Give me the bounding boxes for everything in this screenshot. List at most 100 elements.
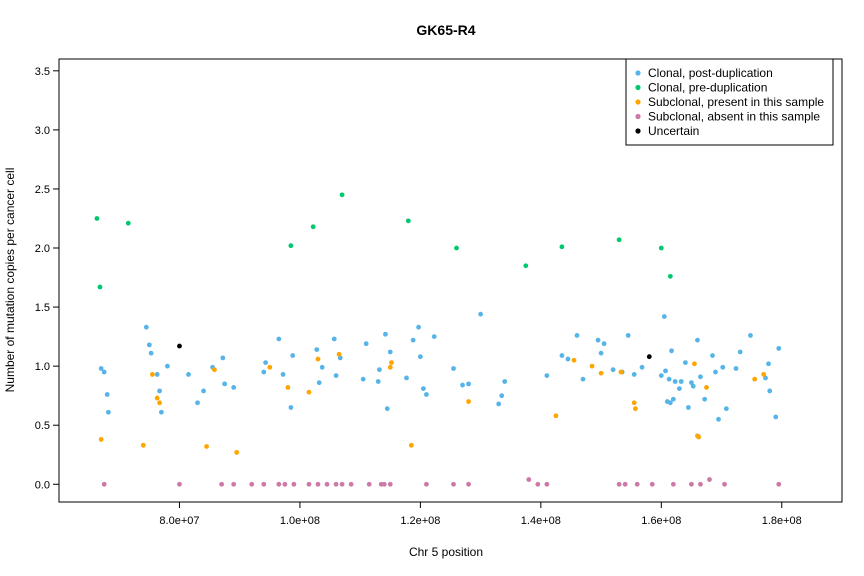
data-point: [704, 385, 709, 390]
data-point: [158, 409, 164, 415]
data-point: [220, 355, 226, 361]
data-point: [737, 349, 743, 355]
data-point: [601, 341, 607, 347]
legend-marker: [635, 84, 641, 91]
data-point: [366, 481, 372, 487]
data-point: [702, 396, 708, 402]
data-point: [713, 369, 718, 375]
data-point: [276, 336, 282, 342]
data-point: [424, 392, 429, 397]
y-tick-label: 2.5: [35, 184, 50, 196]
x-tick-label: 1.2e+08: [400, 515, 440, 527]
data-point: [766, 361, 771, 367]
data-point: [698, 374, 703, 380]
data-point: [261, 481, 267, 487]
data-point: [776, 346, 782, 351]
data-point: [389, 360, 394, 366]
x-tick-label: 1.6e+08: [641, 515, 681, 527]
data-point: [622, 481, 628, 487]
chart-title: GK65-R4: [416, 22, 475, 38]
data-point: [204, 444, 209, 449]
data-point: [776, 481, 782, 487]
data-point: [683, 360, 688, 366]
data-point: [249, 481, 255, 487]
data-point: [267, 364, 273, 370]
data-point: [333, 373, 339, 378]
legend-box: [625, 58, 834, 146]
legend-label: Subclonal, present in this sample: [648, 95, 824, 109]
data-point: [410, 337, 416, 343]
data-point: [658, 373, 664, 378]
y-tick-label: 1.5: [35, 302, 50, 314]
data-point: [276, 481, 282, 487]
data-point: [291, 481, 297, 487]
y-axis: 0.0 0.5 1.0 1.5 2.0 2.5 3.0 3.5: [35, 66, 59, 491]
data-point: [710, 353, 715, 358]
y-tick-label: 0.0: [35, 479, 50, 491]
x-axis: 8.0e+07 1.0e+08 1.2e+08 1.4e+08 1.6e+08 1.8e+…: [159, 502, 802, 527]
data-point: [316, 380, 322, 386]
data-point: [598, 370, 604, 376]
data-point: [695, 337, 700, 343]
data-point: [348, 481, 354, 487]
data-point: [431, 334, 437, 340]
data-point: [339, 192, 345, 198]
data-point: [658, 245, 664, 251]
data-point: [143, 324, 149, 330]
data-point: [696, 434, 702, 440]
data-point: [502, 379, 508, 384]
y-tick-label: 0.5: [35, 420, 50, 432]
y-tick-label: 2.0: [35, 243, 50, 255]
data-point: [263, 360, 268, 366]
data-point: [598, 350, 604, 356]
data-point: [157, 388, 162, 394]
data-point: [101, 481, 107, 487]
data-point: [381, 481, 387, 487]
data-point: [306, 481, 312, 487]
data-point: [692, 361, 697, 367]
legend-label: Clonal, post-duplication: [648, 66, 773, 80]
data-point: [761, 372, 767, 377]
data-point: [384, 406, 390, 412]
data-point: [689, 481, 694, 487]
data-point: [544, 373, 550, 378]
data-point: [661, 314, 667, 319]
data-point: [310, 224, 316, 230]
data-point: [417, 354, 423, 360]
data-point: [165, 363, 170, 369]
data-point: [773, 414, 779, 420]
data-point: [686, 405, 691, 410]
data-point: [146, 342, 152, 348]
data-point: [420, 386, 426, 391]
data-point: [466, 381, 471, 387]
data-point: [589, 363, 595, 369]
data-point: [288, 405, 294, 410]
data-point: [526, 477, 532, 482]
data-point: [314, 347, 320, 353]
data-point: [722, 481, 727, 487]
data-point: [670, 481, 676, 487]
data-point: [559, 353, 565, 358]
y-axis-label: Number of mutation copies per cancer cel…: [3, 168, 17, 393]
x-tick-label: 1.8e+08: [762, 515, 802, 527]
data-point: [211, 367, 217, 373]
data-point: [98, 436, 104, 442]
data-point: [574, 333, 580, 338]
data-point: [285, 385, 291, 390]
series-1: [94, 192, 673, 290]
legend-marker: [635, 128, 641, 134]
data-point: [408, 442, 414, 448]
data-point: [339, 481, 345, 487]
x-tick-label: 8.0e+07: [159, 515, 199, 527]
data-point: [154, 395, 160, 401]
data-point: [280, 372, 286, 377]
data-point: [363, 341, 369, 347]
data-point: [282, 481, 288, 487]
data-point: [631, 400, 637, 406]
data-point: [331, 336, 337, 342]
data-point: [689, 380, 694, 386]
data-point: [125, 220, 131, 226]
data-point: [288, 243, 294, 249]
legend-marker: [635, 113, 641, 120]
data-point: [633, 406, 638, 412]
